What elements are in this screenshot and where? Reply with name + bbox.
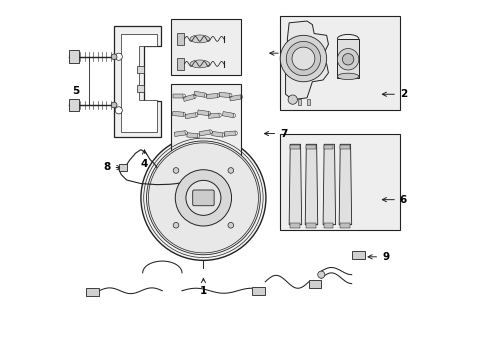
Circle shape — [115, 107, 122, 114]
Text: 7: 7 — [264, 129, 287, 139]
Bar — [290, 223, 299, 228]
Circle shape — [185, 180, 221, 215]
Bar — [251, 287, 264, 295]
Polygon shape — [285, 21, 328, 100]
Polygon shape — [184, 113, 196, 119]
Bar — [69, 99, 80, 111]
Circle shape — [285, 41, 320, 76]
Polygon shape — [206, 94, 217, 99]
Circle shape — [173, 168, 179, 173]
Polygon shape — [224, 131, 235, 136]
Bar — [171, 84, 241, 160]
Bar — [290, 145, 299, 149]
Circle shape — [337, 49, 358, 70]
Circle shape — [342, 54, 353, 65]
Bar — [308, 280, 321, 288]
Polygon shape — [288, 144, 301, 225]
Polygon shape — [222, 112, 233, 118]
Circle shape — [287, 95, 297, 104]
Text: 1: 1 — [200, 279, 206, 296]
Polygon shape — [172, 94, 183, 98]
Text: 8: 8 — [103, 162, 121, 172]
Polygon shape — [305, 144, 317, 225]
Bar — [340, 145, 349, 149]
Circle shape — [317, 271, 324, 278]
Circle shape — [175, 170, 231, 226]
Polygon shape — [174, 131, 185, 136]
Bar — [137, 85, 144, 93]
Bar — [324, 145, 333, 149]
Ellipse shape — [190, 35, 209, 43]
Circle shape — [291, 47, 314, 70]
Text: 2: 2 — [382, 89, 406, 99]
Polygon shape — [219, 93, 229, 98]
Bar — [176, 58, 184, 69]
Polygon shape — [323, 144, 335, 225]
Polygon shape — [199, 130, 210, 136]
Bar — [351, 251, 365, 258]
Polygon shape — [183, 94, 194, 102]
Text: 5: 5 — [72, 86, 80, 96]
Bar — [298, 99, 300, 105]
Circle shape — [227, 168, 233, 173]
Bar — [85, 288, 99, 296]
Circle shape — [227, 222, 233, 228]
Bar — [340, 223, 349, 228]
Bar — [119, 163, 126, 171]
Circle shape — [111, 54, 117, 60]
Polygon shape — [186, 133, 198, 138]
Polygon shape — [211, 131, 223, 137]
Circle shape — [115, 53, 122, 60]
Polygon shape — [208, 113, 219, 118]
Ellipse shape — [337, 73, 358, 80]
Circle shape — [173, 222, 179, 228]
FancyBboxPatch shape — [192, 190, 214, 206]
Polygon shape — [114, 26, 160, 137]
Bar — [305, 223, 315, 228]
Text: 6: 6 — [382, 195, 406, 204]
Polygon shape — [193, 91, 205, 97]
Text: 9: 9 — [367, 252, 388, 262]
Bar — [137, 66, 144, 73]
Bar — [171, 19, 241, 75]
Ellipse shape — [190, 60, 209, 68]
Polygon shape — [172, 111, 183, 117]
Bar — [280, 16, 399, 111]
Bar — [337, 39, 358, 78]
Bar — [305, 145, 315, 149]
Text: 3: 3 — [269, 48, 290, 58]
Bar — [324, 223, 333, 228]
Bar — [280, 134, 399, 230]
Polygon shape — [197, 110, 208, 116]
Circle shape — [280, 35, 326, 82]
Circle shape — [111, 102, 117, 108]
Polygon shape — [121, 33, 157, 132]
Bar — [69, 50, 80, 63]
Bar — [176, 33, 184, 45]
Text: 4: 4 — [141, 150, 148, 169]
Circle shape — [146, 141, 260, 255]
Circle shape — [141, 135, 265, 260]
Bar — [306, 99, 309, 105]
Polygon shape — [229, 95, 241, 101]
Polygon shape — [339, 144, 351, 225]
